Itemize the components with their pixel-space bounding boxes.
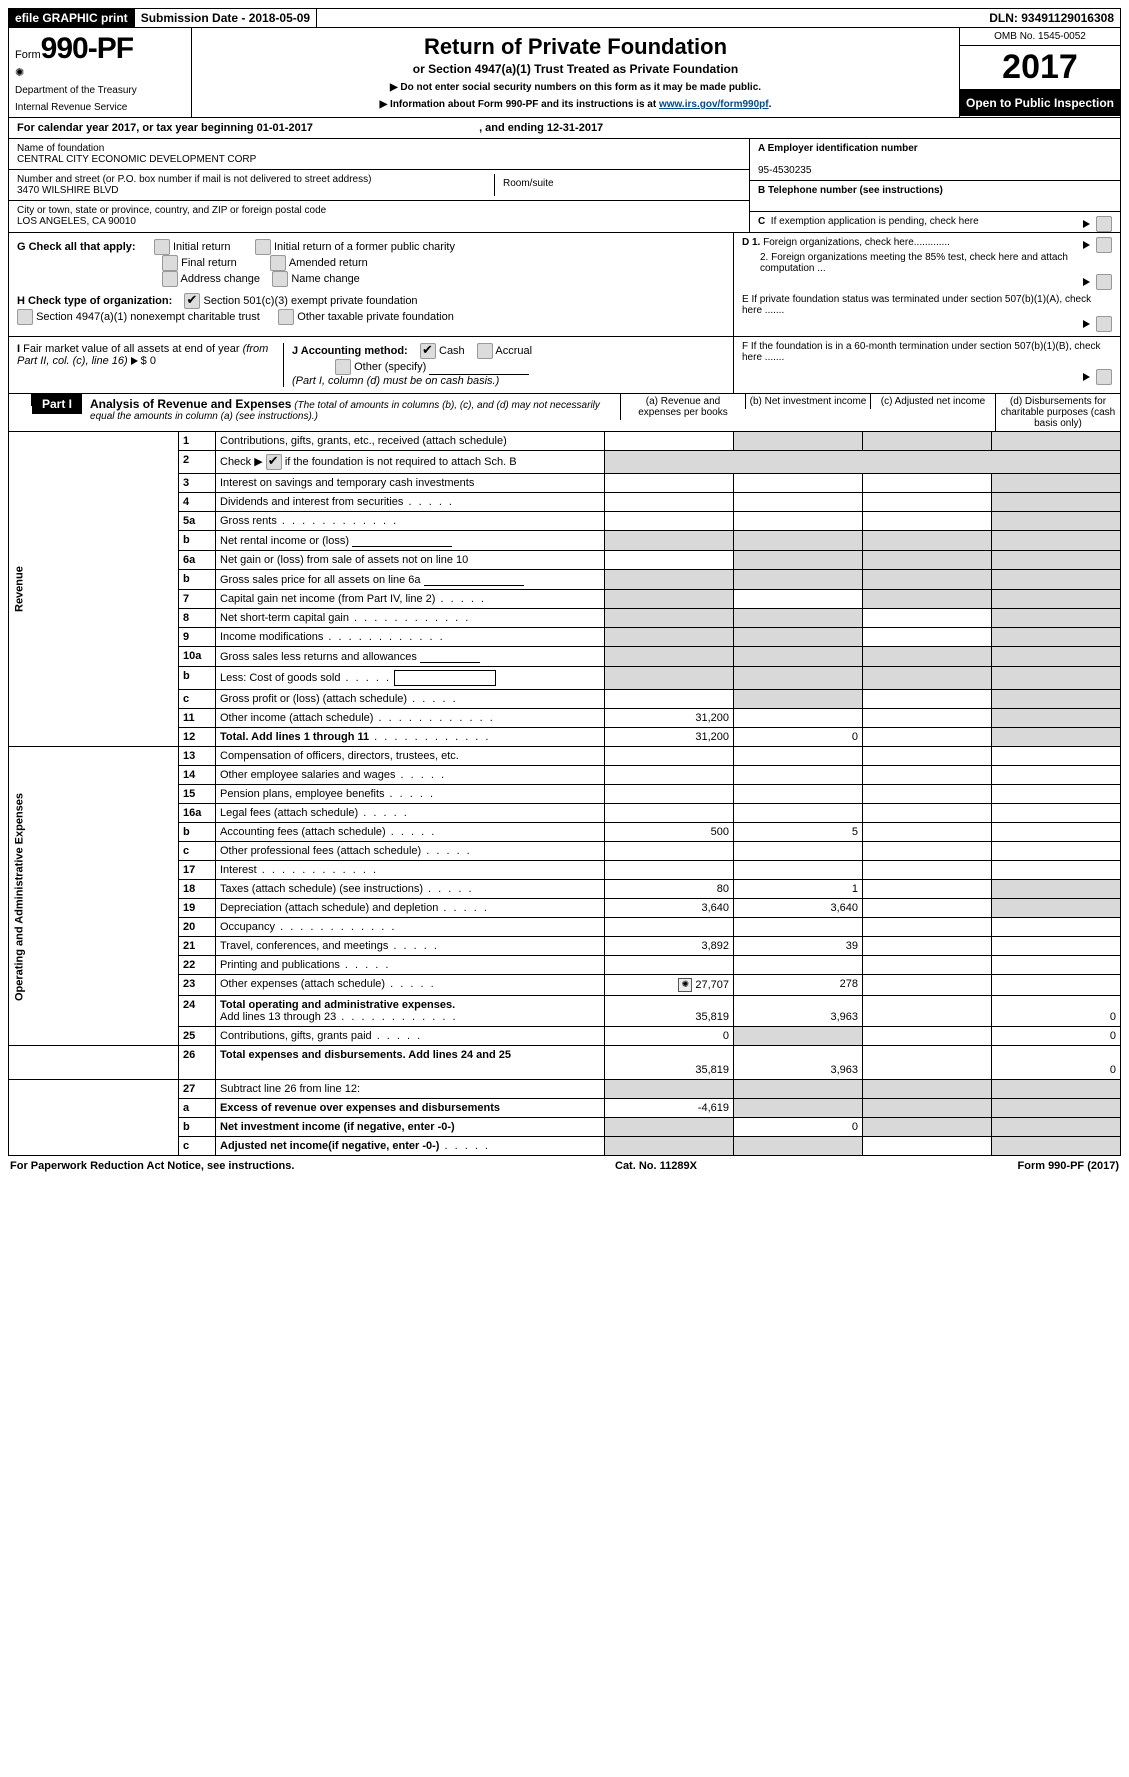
form-note1: ▶ Do not enter social security numbers o… xyxy=(198,82,953,93)
checkbox-e[interactable] xyxy=(1096,316,1112,332)
arrow-icon xyxy=(1083,278,1090,286)
cat-no: Cat. No. 11289X xyxy=(615,1160,697,1172)
room-suite-cell: Room/suite xyxy=(495,174,741,196)
open-public-badge: Open to Public Inspection xyxy=(960,90,1120,116)
header-center: Return of Private Foundation or Section … xyxy=(192,28,959,117)
col-c-hdr: (c) Adjusted net income xyxy=(870,394,995,409)
table-row: 27Subtract line 26 from line 12: xyxy=(9,1080,1121,1099)
calendar-year-row: For calendar year 2017, or tax year begi… xyxy=(8,118,1121,139)
table-row: Operating and Administrative Expenses 13… xyxy=(9,747,1121,766)
form-prefix: Form xyxy=(15,49,41,61)
form-subtitle: or Section 4947(a)(1) Trust Treated as P… xyxy=(198,62,953,76)
page-footer: For Paperwork Reduction Act Notice, see … xyxy=(8,1156,1121,1176)
checkbox-accrual[interactable] xyxy=(477,343,493,359)
form-header: Form990-PF ✺ Department of the Treasury … xyxy=(8,28,1121,118)
paperwork-notice: For Paperwork Reduction Act Notice, see … xyxy=(10,1160,294,1172)
street-address: 3470 WILSHIRE BLVD xyxy=(17,185,486,196)
arrow-icon xyxy=(1083,320,1090,328)
part1-header: Part I Analysis of Revenue and Expenses … xyxy=(8,394,1121,431)
part1-desc: Analysis of Revenue and Expenses (The to… xyxy=(82,394,620,425)
part1-table: Revenue 1Contributions, gifts, grants, e… xyxy=(8,431,1121,1156)
checkbox-initial[interactable] xyxy=(154,239,170,255)
arrow-icon xyxy=(1083,241,1090,249)
dept-treasury: Department of the Treasury xyxy=(15,85,185,96)
foundation-name: CENTRAL CITY ECONOMIC DEVELOPMENT CORP xyxy=(17,154,741,165)
top-bar: efile GRAPHIC print Submission Date - 20… xyxy=(8,8,1121,28)
irs-logo-icon: ✺ xyxy=(15,66,185,79)
checkbox-final[interactable] xyxy=(162,255,178,271)
instructions-link[interactable]: www.irs.gov/form990pf xyxy=(659,99,769,110)
city-cell: City or town, state or province, country… xyxy=(9,201,749,231)
checkbox-other-method[interactable] xyxy=(335,359,351,375)
checkbox-c[interactable] xyxy=(1096,216,1112,232)
checkbox-d1[interactable] xyxy=(1096,237,1112,253)
arrow-icon xyxy=(131,357,138,365)
expenses-label: Operating and Administrative Expenses xyxy=(9,747,179,1046)
header-right: OMB No. 1545-0052 2017 Open to Public In… xyxy=(959,28,1120,117)
g-row: G Check all that apply: Initial return I… xyxy=(17,239,725,287)
col-d-hdr: (d) Disbursements for charitable purpose… xyxy=(995,394,1120,431)
checkbox-schb[interactable] xyxy=(266,454,282,470)
box-i: I Fair market value of all assets at end… xyxy=(17,343,284,387)
fmv-value: $ 0 xyxy=(141,355,156,367)
dln: DLN: 93491129016308 xyxy=(983,9,1120,27)
submission-date: Submission Date - 2018-05-09 xyxy=(135,9,317,27)
box-j: J Accounting method: Cash Accrual Other … xyxy=(284,343,725,387)
revenue-label: Revenue xyxy=(9,432,179,747)
arrow-icon xyxy=(1083,373,1090,381)
checkbox-initial-former[interactable] xyxy=(255,239,271,255)
checkbox-4947[interactable] xyxy=(17,309,33,325)
foundation-name-cell: Name of foundation CENTRAL CITY ECONOMIC… xyxy=(9,139,749,170)
form-ref: Form 990-PF (2017) xyxy=(1018,1160,1120,1172)
box-b-phone: B Telephone number (see instructions) xyxy=(750,181,1120,212)
checkbox-501c3[interactable] xyxy=(184,293,200,309)
col-a-hdr: (a) Revenue and expenses per books xyxy=(620,394,745,420)
form-number: 990-PF xyxy=(41,32,133,65)
efile-tag: efile GRAPHIC print xyxy=(9,9,135,27)
checkbox-address-change[interactable] xyxy=(162,271,178,287)
ein-value: 95-4530235 xyxy=(758,165,811,176)
attachment-icon[interactable]: ✺ xyxy=(678,978,692,992)
box-c-pending: C If exemption application is pending, c… xyxy=(750,212,1120,231)
checkbox-amended[interactable] xyxy=(270,255,286,271)
table-row: Revenue 1Contributions, gifts, grants, e… xyxy=(9,432,1121,451)
arrow-icon xyxy=(1083,220,1090,228)
section-i-j: I Fair market value of all assets at end… xyxy=(8,337,1121,394)
col-b-hdr: (b) Net investment income xyxy=(745,394,870,409)
entity-info: Name of foundation CENTRAL CITY ECONOMIC… xyxy=(8,139,1121,233)
box-a-ein: A Employer identification number 95-4530… xyxy=(750,139,1120,181)
form-note2: ▶ Information about Form 990-PF and its … xyxy=(198,99,953,110)
section-g-h: G Check all that apply: Initial return I… xyxy=(8,233,1121,337)
header-left: Form990-PF ✺ Department of the Treasury … xyxy=(9,28,192,117)
table-row: 26Total expenses and disbursements. Add … xyxy=(9,1046,1121,1080)
other-specify-line xyxy=(429,362,529,375)
part1-tag: Part I xyxy=(32,394,82,414)
street-cell: Number and street (or P.O. box number if… xyxy=(9,170,749,201)
dept-irs: Internal Revenue Service xyxy=(15,102,185,113)
checkbox-name-change[interactable] xyxy=(272,271,288,287)
checkbox-cash[interactable] xyxy=(420,343,436,359)
h-row: H Check type of organization: Section 50… xyxy=(17,293,725,325)
checkbox-other-taxable[interactable] xyxy=(278,309,294,325)
box-e: E If private foundation status was termi… xyxy=(742,294,1112,316)
box-f: F If the foundation is in a 60-month ter… xyxy=(742,341,1112,363)
form-title: Return of Private Foundation xyxy=(198,34,953,60)
checkbox-d2[interactable] xyxy=(1096,274,1112,290)
checkbox-f[interactable] xyxy=(1096,369,1112,385)
box-d1: D 1. Foreign organizations, check here..… xyxy=(742,237,1112,248)
city-state-zip: LOS ANGELES, CA 90010 xyxy=(17,216,741,227)
box-d2: 2. Foreign organizations meeting the 85%… xyxy=(742,252,1112,274)
omb-number: OMB No. 1545-0052 xyxy=(960,28,1120,46)
tax-year: 2017 xyxy=(960,46,1120,90)
